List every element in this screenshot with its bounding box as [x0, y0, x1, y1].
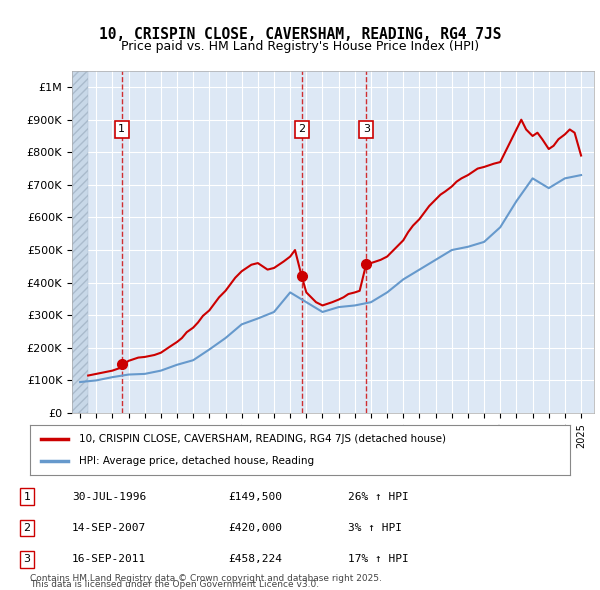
Text: 1: 1 — [23, 492, 31, 502]
Text: 17% ↑ HPI: 17% ↑ HPI — [348, 555, 409, 564]
Bar — [72, 71, 88, 413]
Text: £420,000: £420,000 — [228, 523, 282, 533]
Text: This data is licensed under the Open Government Licence v3.0.: This data is licensed under the Open Gov… — [30, 581, 319, 589]
Text: 26% ↑ HPI: 26% ↑ HPI — [348, 492, 409, 502]
Text: £149,500: £149,500 — [228, 492, 282, 502]
Text: 10, CRISPIN CLOSE, CAVERSHAM, READING, RG4 7JS (detached house): 10, CRISPIN CLOSE, CAVERSHAM, READING, R… — [79, 434, 446, 444]
Text: HPI: Average price, detached house, Reading: HPI: Average price, detached house, Read… — [79, 456, 314, 466]
Text: 2: 2 — [298, 124, 305, 135]
Text: 3: 3 — [363, 124, 370, 135]
Text: 3% ↑ HPI: 3% ↑ HPI — [348, 523, 402, 533]
Text: 1: 1 — [118, 124, 125, 135]
Text: 16-SEP-2011: 16-SEP-2011 — [72, 555, 146, 564]
Text: 3: 3 — [23, 555, 31, 564]
Text: Price paid vs. HM Land Registry's House Price Index (HPI): Price paid vs. HM Land Registry's House … — [121, 40, 479, 53]
Text: Contains HM Land Registry data © Crown copyright and database right 2025.: Contains HM Land Registry data © Crown c… — [30, 574, 382, 583]
Text: 10, CRISPIN CLOSE, CAVERSHAM, READING, RG4 7JS: 10, CRISPIN CLOSE, CAVERSHAM, READING, R… — [99, 27, 501, 41]
Text: 30-JUL-1996: 30-JUL-1996 — [72, 492, 146, 502]
Text: 2: 2 — [23, 523, 31, 533]
Text: 14-SEP-2007: 14-SEP-2007 — [72, 523, 146, 533]
Text: £458,224: £458,224 — [228, 555, 282, 564]
